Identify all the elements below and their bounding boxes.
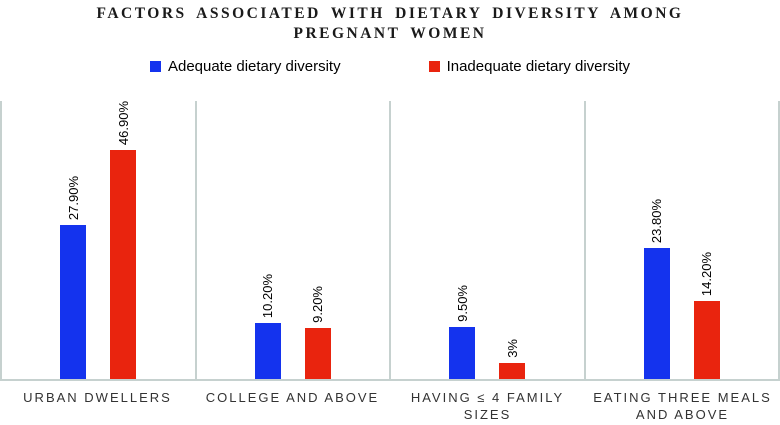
bar-adequate bbox=[254, 322, 281, 379]
bar-unit: 9.50% bbox=[449, 101, 476, 379]
category-axis: URBAN DWELLERS COLLEGE AND ABOVE HAVING … bbox=[0, 381, 780, 423]
category-panel-urban-dwellers: 27.90% 46.90% bbox=[2, 101, 197, 379]
category-label-urban-dwellers: URBAN DWELLERS bbox=[23, 390, 172, 405]
legend-swatch-adequate bbox=[149, 60, 161, 72]
value-label: 9.20% bbox=[310, 286, 326, 324]
legend: Adequate dietary diversity Inadequate di… bbox=[0, 57, 780, 75]
bar-inadequate bbox=[304, 328, 331, 379]
category-label-family-sizes: HAVING ≤ 4 FAMILY SIZES bbox=[410, 390, 565, 422]
value-label: 46.90% bbox=[115, 101, 131, 146]
category-panel-family-sizes: 9.50% 3% bbox=[391, 101, 586, 379]
value-label: 27.90% bbox=[65, 176, 81, 221]
bar-adequate bbox=[449, 326, 476, 379]
value-label: 9.50% bbox=[454, 284, 470, 322]
category-label-college-and-above: COLLEGE AND ABOVE bbox=[205, 390, 380, 405]
bar-inadequate bbox=[499, 362, 526, 379]
value-label: 23.80% bbox=[649, 198, 665, 243]
bar-inadequate bbox=[110, 150, 137, 379]
legend-label-adequate: Adequate dietary diversity bbox=[167, 57, 341, 75]
bar-unit: 27.90% bbox=[60, 101, 87, 379]
chart-title-line-1: FACTORS ASSOCIATED WITH DIETARY DIVERSIT… bbox=[96, 5, 684, 22]
bar-adequate bbox=[60, 225, 87, 379]
bar-unit: 14.20% bbox=[693, 101, 720, 379]
value-label: 10.20% bbox=[260, 273, 276, 318]
bar-unit: 23.80% bbox=[643, 101, 670, 379]
legend-label-inadequate: Inadequate dietary diversity bbox=[446, 57, 631, 75]
category-panel-college-and-above: 10.20% 9.20% bbox=[197, 101, 391, 379]
bar-unit: 10.20% bbox=[254, 101, 281, 379]
bar-unit: 46.90% bbox=[110, 101, 137, 379]
value-label: 14.20% bbox=[699, 251, 715, 296]
legend-item-adequate: Adequate dietary diversity bbox=[149, 57, 341, 75]
bar-unit: 9.20% bbox=[304, 101, 331, 379]
legend-item-inadequate: Inadequate dietary diversity bbox=[428, 57, 631, 75]
plot-area: 27.90% 46.90% 10.20% 9.20% 9.50% bbox=[0, 101, 780, 381]
value-label: 3% bbox=[504, 338, 520, 358]
bar-unit: 3% bbox=[499, 101, 526, 379]
legend-swatch-inadequate bbox=[428, 60, 440, 72]
bar-inadequate bbox=[693, 300, 720, 379]
category-panel-three-meals: 23.80% 14.20% bbox=[586, 101, 780, 379]
bar-adequate bbox=[643, 247, 670, 379]
chart-title: FACTORS ASSOCIATED WITH DIETARY DIVERSIT… bbox=[0, 4, 780, 44]
category-label-three-meals: EATING THREE MEALS AND ABOVE bbox=[593, 390, 772, 422]
chart-title-line-2: PREGNANT WOMEN bbox=[293, 25, 487, 42]
